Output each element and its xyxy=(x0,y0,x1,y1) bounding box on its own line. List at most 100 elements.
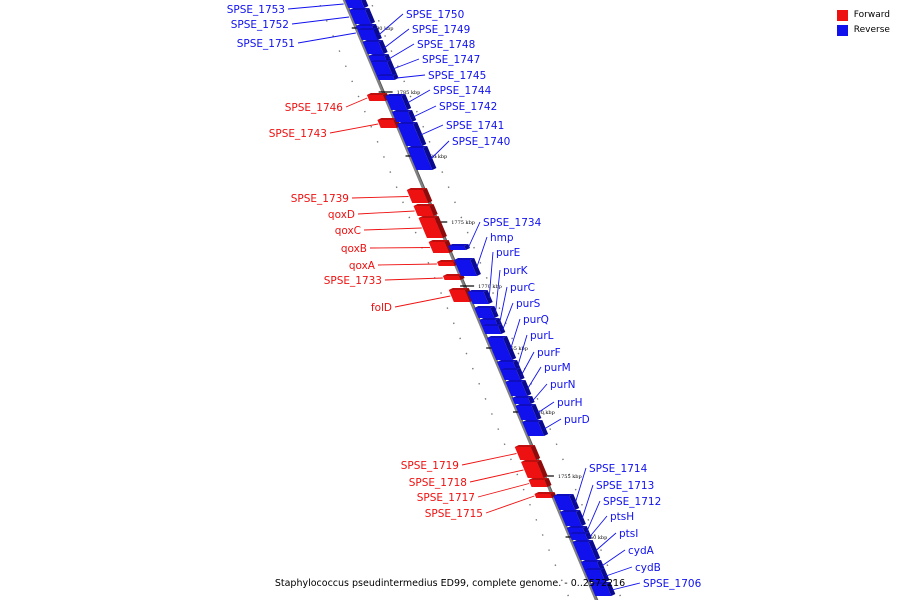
reverse-gene xyxy=(515,404,542,420)
reverse-gene xyxy=(486,336,517,360)
gene-top xyxy=(581,560,602,562)
gene-face xyxy=(569,534,588,540)
gene-face xyxy=(505,382,528,396)
gene-face xyxy=(371,62,393,76)
scale-tick-label: 1780 kbp xyxy=(424,154,448,160)
forward-gene xyxy=(528,478,552,487)
reverse-gene-label-leader xyxy=(532,383,548,402)
reverse-gene xyxy=(512,396,535,404)
gene-face xyxy=(514,447,537,460)
reverse-gene-label-leader xyxy=(595,532,617,552)
gene-top xyxy=(377,118,398,120)
reverse-gene-label-leader xyxy=(297,32,356,44)
reverse-gene xyxy=(569,532,592,540)
forward-gene xyxy=(366,93,390,101)
gene-top xyxy=(392,110,413,112)
gene-face xyxy=(553,496,576,510)
reverse-gene-label-leader xyxy=(476,236,488,269)
forward-gene-label: qoxB xyxy=(341,243,367,255)
gene-side xyxy=(464,244,470,250)
gene-top xyxy=(534,492,555,494)
gene-top xyxy=(355,24,376,26)
forward-gene xyxy=(521,460,548,478)
legend-label-reverse: Reverse xyxy=(853,25,890,35)
reverse-gene-label-leader xyxy=(488,251,494,299)
reverse-gene-label: SPSE_1713 xyxy=(596,480,654,492)
gene-side xyxy=(588,540,601,560)
reverse-gene xyxy=(590,582,616,596)
gene-side xyxy=(373,28,382,40)
gene-top xyxy=(413,204,434,206)
reverse-gene-label-leader xyxy=(430,140,450,160)
gene-side xyxy=(434,216,447,238)
forward-gene-label-leader xyxy=(377,263,437,266)
forward-gene-label-leader xyxy=(357,210,415,215)
gene-side xyxy=(528,396,535,404)
reverse-gene-label-leader xyxy=(611,582,641,591)
reverse-gene-label-leader xyxy=(291,16,350,25)
forward-gene-label: SPSE_1719 xyxy=(401,460,459,472)
gene-top xyxy=(497,360,518,362)
gene-side xyxy=(606,582,616,596)
scale-tick-label: 1755 kbp xyxy=(558,474,582,480)
gene-face xyxy=(584,570,606,582)
reverse-gene-label: cydA xyxy=(628,545,655,557)
gene-top xyxy=(385,94,406,96)
gene-face xyxy=(534,494,553,498)
reverse-gene-label: SPSE_1745 xyxy=(428,70,486,82)
gene-top xyxy=(366,93,387,95)
reverse-gene-label: SPSE_1741 xyxy=(446,120,504,132)
forward-gene-label: SPSE_1739 xyxy=(291,193,349,205)
forward-gene-label-leader xyxy=(394,295,451,308)
gene-top xyxy=(479,318,500,320)
reverse-gene-label-leader xyxy=(517,334,528,367)
gene-face xyxy=(362,42,384,54)
gene-side xyxy=(423,146,437,170)
gene-top xyxy=(362,40,383,42)
reverse-gene-label: SPSE_1706 xyxy=(643,578,702,590)
gene-face xyxy=(349,10,372,24)
gene-face xyxy=(428,242,450,253)
reverse-gene-label-leader xyxy=(392,58,420,70)
gene-face xyxy=(407,148,433,170)
legend-item-reverse: Reverse xyxy=(836,23,890,37)
gene-face xyxy=(413,206,434,216)
gene-face xyxy=(512,398,531,404)
gene-top xyxy=(467,290,488,292)
gene-top xyxy=(528,478,549,480)
gene-top xyxy=(584,568,605,570)
gene-face xyxy=(377,120,397,128)
reverse-gene-label: purM xyxy=(544,362,571,374)
reverse-gene-label: SPSE_1748 xyxy=(417,39,475,51)
gene-top xyxy=(448,288,469,290)
gene-side xyxy=(544,478,552,487)
gene-face xyxy=(486,338,513,360)
gene-top xyxy=(522,420,543,422)
gene-top xyxy=(500,368,521,370)
reverse-gene xyxy=(448,244,470,250)
forward-gene-label: SPSE_1733 xyxy=(324,275,382,287)
gene-top xyxy=(569,532,590,534)
gene-side xyxy=(538,420,549,436)
forward-gene-label-leader xyxy=(384,277,443,281)
reverse-gene xyxy=(505,380,532,396)
gene-top xyxy=(418,216,439,218)
reverse-gene-label: SPSE_1749 xyxy=(412,24,470,36)
reverse-gene-label-leader xyxy=(526,366,542,390)
gene-face xyxy=(521,462,544,478)
reverse-gene-label: SPSE_1747 xyxy=(422,54,480,66)
gene-face xyxy=(474,308,495,318)
gene-side xyxy=(600,568,610,582)
forward-gene xyxy=(413,204,438,216)
reverse-gene-label-leader xyxy=(495,269,501,314)
gene-top xyxy=(357,28,378,30)
gene-face xyxy=(392,112,413,122)
gene-top xyxy=(368,54,389,56)
reverse-gene-label: purF xyxy=(537,347,561,359)
gene-side xyxy=(531,404,542,420)
reverse-gene-label: purK xyxy=(503,265,529,277)
gene-face xyxy=(357,30,378,40)
gene-top xyxy=(376,74,397,76)
reverse-gene-label-leader xyxy=(383,28,410,49)
gene-face xyxy=(590,584,612,596)
